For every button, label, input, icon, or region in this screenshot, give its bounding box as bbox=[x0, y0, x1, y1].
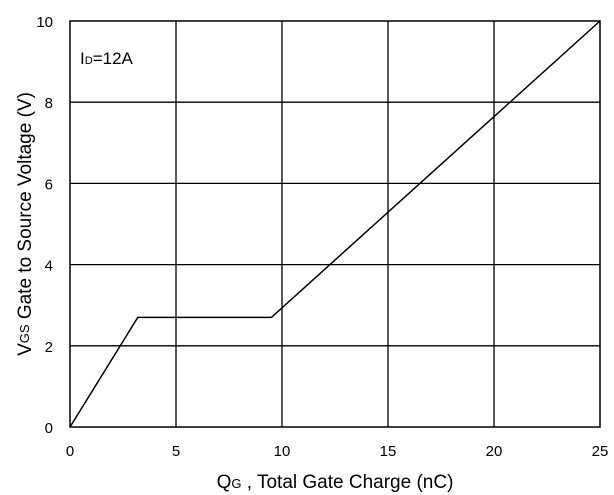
x-tick-label: 20 bbox=[486, 443, 503, 460]
y-tick-label: 10 bbox=[36, 14, 53, 31]
id-annotation: ID=12A bbox=[80, 49, 134, 68]
series-line-0 bbox=[69, 20, 601, 428]
tick-labels: 0 5 10 15 20 25 0 2 4 6 8 10 bbox=[36, 14, 608, 460]
x-tick-label: 5 bbox=[172, 443, 180, 460]
y-tick-label: 6 bbox=[45, 176, 53, 193]
x-tick-label: 10 bbox=[274, 443, 291, 460]
grid bbox=[70, 21, 600, 427]
plot-frame bbox=[69, 20, 601, 428]
x-tick-label: 25 bbox=[592, 443, 609, 460]
y-tick-label: 0 bbox=[45, 420, 53, 437]
y-tick-label: 2 bbox=[45, 339, 53, 356]
y-axis-label: VGS Gate to Source Voltage (V) bbox=[15, 92, 36, 356]
series-layer bbox=[69, 20, 601, 428]
y-tick-label: 8 bbox=[45, 95, 53, 112]
x-axis-label: QG , Total Gate Charge (nC) bbox=[217, 472, 454, 493]
y-tick-label: 4 bbox=[45, 258, 53, 275]
x-tick-label: 0 bbox=[66, 443, 74, 460]
x-tick-label: 15 bbox=[380, 443, 397, 460]
